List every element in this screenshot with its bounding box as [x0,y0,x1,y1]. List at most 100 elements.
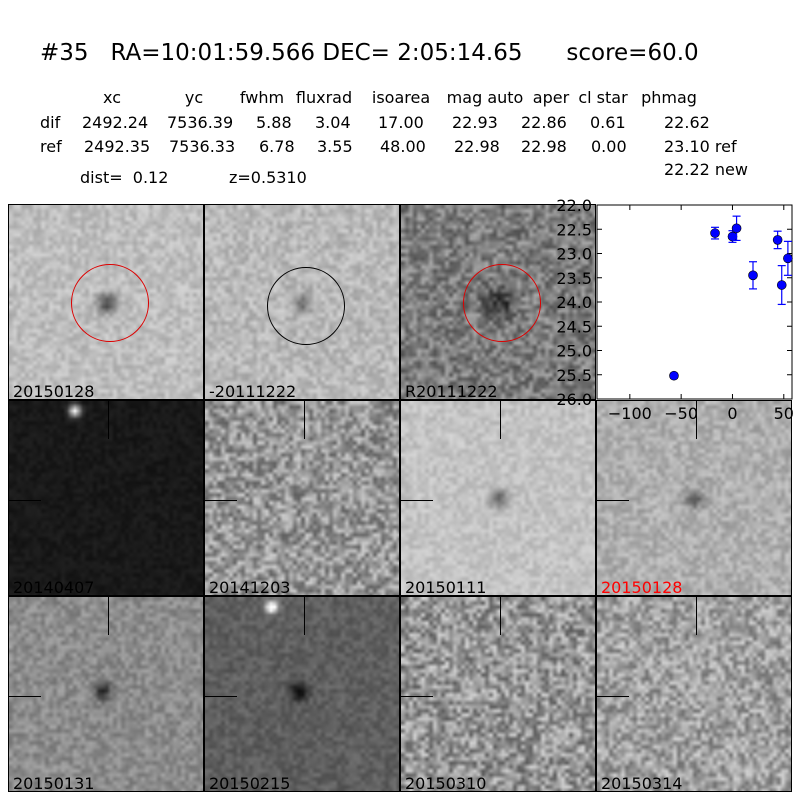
table-cell: 22.86 [521,113,567,132]
y-tick-label: 26.0 [556,390,592,409]
stamp-date-label: R20111222 [405,382,498,400]
crosshair-vertical [304,401,305,439]
crosshair-horizontal [205,500,237,501]
table-cell: 22.98 [454,137,500,156]
data-point [772,235,783,245]
crosshair-vertical [500,597,501,635]
stamp-image [9,401,203,595]
crosshair-horizontal [597,696,629,697]
row-label: ref [40,137,62,156]
crosshair-horizontal [9,500,41,501]
x-tick-label: −50 [664,404,698,423]
crosshair-vertical [500,401,501,439]
crosshair-horizontal [401,500,433,501]
image-stamp: 20150111 [400,400,596,596]
x-tick-label: 0 [727,404,737,423]
column-header: aper [532,88,570,107]
y-tick-label: 23.5 [556,269,592,288]
crosshair-horizontal [205,696,237,697]
data-point [731,223,742,234]
image-stamp: 20150131 [8,596,204,792]
crosshair-vertical [696,597,697,635]
crosshair-horizontal [9,696,41,697]
column-header: phmag [641,88,697,107]
image-stamp: 20140407 [8,400,204,596]
table-cell: 22.93 [452,113,498,132]
image-stamp: 20150128 [596,400,792,596]
image-stamp: 20150215 [204,596,400,792]
phmag-new: 22.22 new [664,160,748,179]
stamp-date-label: 20150215 [209,774,291,792]
crosshair-horizontal [597,500,629,501]
table-cell: 7536.33 [169,137,236,156]
table-cell: 23.10 ref [664,137,737,156]
table-cell: 17.00 [378,113,424,132]
data-point [783,253,793,264]
data-point [748,270,758,281]
dist-label: dist= 0.12 [80,168,169,187]
stamp-date-label: 20140407 [13,578,95,596]
stamp-image [401,401,595,595]
aperture-circle [71,264,149,342]
table-cell: 0.61 [590,113,626,132]
stamp-date-label: 20150128 [13,382,95,400]
stamp-date-label: -20111222 [209,382,297,400]
image-stamp: 20150310 [400,596,596,792]
image-stamp: 20150314 [596,596,792,792]
score: score=60.0 [566,40,699,66]
plot-area [596,204,793,400]
stamp-date-label: 20150131 [13,774,95,792]
aperture-circle [267,267,345,345]
y-tick-label: 24.5 [556,317,592,336]
table-cell: 22.62 [664,113,710,132]
column-header: cl star [578,88,628,107]
redshift-label: z=0.5310 [229,168,307,187]
image-stamp: 20150128 [8,204,204,400]
table-cell: 2492.24 [82,113,149,132]
column-header: isoarea [371,88,431,107]
y-tick-label: 25.0 [556,342,592,361]
stamp-image [597,401,791,595]
stamp-date-label: 20150310 [405,774,487,792]
stamp-date-label: 20150111 [405,578,487,596]
column-header: yc [184,88,204,107]
column-header: xc [103,88,121,107]
table-cell: 3.04 [315,113,351,132]
stamp-image [205,401,399,595]
crosshair-horizontal [401,696,433,697]
crosshair-vertical [304,597,305,635]
table-cell: 0.00 [591,137,627,156]
stamp-date-label: 20150128 [601,578,683,596]
image-stamp: -20111222 [204,204,400,400]
y-tick-label: 22.5 [556,220,592,239]
crosshair-vertical [696,401,697,439]
figure-title: #35 RA=10:01:59.566 DEC= 2:05:14.65 scor… [40,40,699,66]
light-curve-plot: 22.0 22.5 23.0 23.5 24.0 24.5 25.0 25.5 26.0 −100… [556,196,794,423]
aperture-circle [463,264,541,342]
y-tick-label: 25.5 [556,366,592,385]
stamp-image [9,597,203,791]
column-header: fluxrad [295,88,353,107]
candidate-id: #35 [40,40,89,66]
y-tick-label: 24.0 [556,293,592,312]
table-cell: 6.78 [259,137,295,156]
y-tick-label: 22.0 [556,196,592,215]
stamp-date-label: 20150314 [601,774,683,792]
coordinates: RA=10:01:59.566 DEC= 2:05:14.65 [110,40,523,66]
image-stamp: R20111222 [400,204,596,400]
table-cell: 7536.39 [167,113,234,132]
column-header: fwhm [239,88,285,107]
stamp-date-label: 20141203 [209,578,291,596]
image-stamp: 20141203 [204,400,400,596]
stamp-image [401,597,595,791]
data-point [727,231,738,242]
data-point [669,370,679,381]
crosshair-vertical [108,597,109,635]
stamp-image [205,597,399,791]
x-tick-label: 50 [774,404,794,423]
table-cell: 22.98 [521,137,567,156]
y-tick-label: 23.0 [556,245,592,264]
table-cell: 48.00 [380,137,426,156]
data-point [776,280,787,290]
